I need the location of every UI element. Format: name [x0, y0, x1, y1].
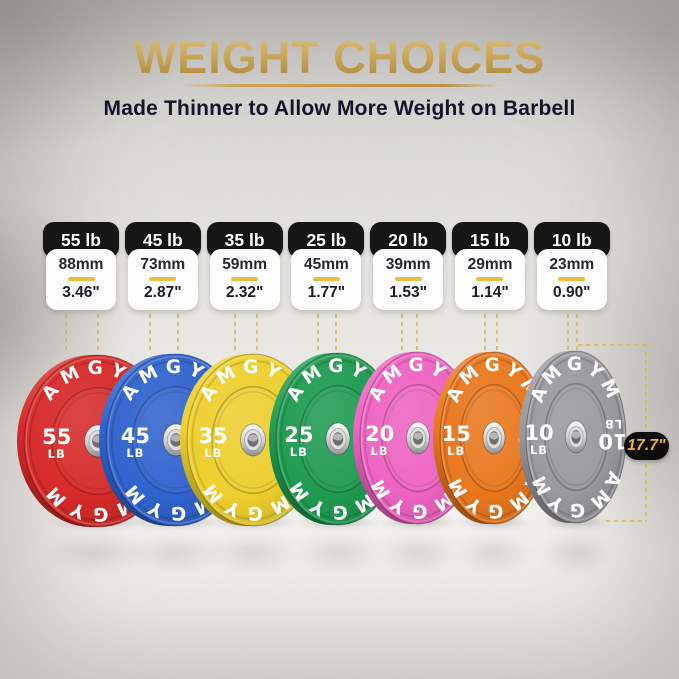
spec-mm-value: 29mm [467, 256, 513, 273]
page-subtitle: Made Thinner to Allow More Weight on Bar… [103, 97, 576, 120]
spec-weight-label: 10 lb [551, 229, 592, 250]
spec-card-body: 73mm 2.87" [127, 249, 198, 310]
spec-card-body: 29mm 1.14" [454, 249, 525, 310]
spec-inch-value: 0.90" [553, 283, 591, 301]
spec-card-55lb: 55 lb 88mm 3.46" [43, 222, 119, 310]
gold-divider [394, 277, 422, 281]
gold-divider [67, 277, 95, 281]
spec-inch-value: 3.46" [62, 283, 100, 301]
plate-reflection [440, 527, 548, 579]
gold-divider [558, 277, 586, 281]
diameter-bottom-dash [606, 520, 646, 522]
svg-text:LB: LB [604, 417, 622, 431]
spec-weight-label: 20 lb [388, 229, 429, 250]
svg-text:LB: LB [530, 443, 548, 457]
spec-card-body: 88mm 3.46" [46, 249, 116, 310]
spec-inch-value: 1.14" [471, 283, 509, 301]
svg-text:LB: LB [126, 446, 144, 460]
diameter-value: 17.7" [627, 437, 666, 454]
spec-card-row: 55 lb 88mm 3.46" 45 lb 73mm 2.87" 35 lb … [43, 222, 610, 310]
plate-reflection [276, 527, 400, 579]
svg-text:LB: LB [48, 447, 66, 461]
svg-text:LB: LB [447, 444, 465, 458]
svg-text:10: 10 [598, 429, 627, 453]
spec-card-body: 23mm 0.90" [536, 249, 607, 310]
spec-weight-label: 15 lb [470, 229, 510, 250]
spec-weight-label: 35 lb [224, 229, 265, 250]
spec-card-body: 39mm 1.53" [373, 249, 444, 310]
spec-card-body: 45mm 1.77" [291, 249, 362, 310]
spec-mm-value: 88mm [58, 256, 104, 273]
svg-text:35: 35 [199, 424, 228, 448]
spec-inch-value: 2.32" [225, 283, 264, 301]
page-title: WEIGHT CHOICES [0, 33, 679, 83]
gold-divider [149, 277, 177, 281]
header: WEIGHT CHOICES Made Thinner to Allow Mor… [0, 33, 679, 121]
svg-text:LB: LB [290, 445, 308, 459]
spec-inch-value: 1.53" [389, 283, 427, 301]
spec-card-45lb: 45 lb 73mm 2.87" [124, 222, 201, 310]
plate-reflection [187, 527, 319, 579]
plate-reflection [360, 527, 476, 579]
gold-divider [231, 277, 259, 281]
spec-card-15lb: 15 lb 29mm 1.14" [451, 222, 528, 310]
diameter-badge: 17.7" [624, 432, 669, 460]
svg-text:10: 10 [524, 421, 553, 445]
spec-card-20lb: 20 lb 39mm 1.53" [370, 222, 447, 310]
spec-inch-value: 2.87" [144, 283, 182, 301]
plate-reflection [106, 527, 246, 579]
spec-card-body: 59mm 2.32" [209, 249, 280, 310]
spec-weight-label: 45 lb [142, 229, 183, 250]
gold-divider [476, 277, 504, 281]
spec-mm-value: 39mm [385, 256, 431, 273]
spec-mm-value: 45mm [303, 256, 349, 273]
spec-mm-value: 73mm [140, 256, 186, 273]
spec-card-25lb: 25 lb 45mm 1.77" [288, 222, 365, 310]
spec-mm-value: 59mm [222, 256, 267, 273]
svg-text:LB: LB [204, 446, 222, 460]
spec-card-35lb: 35 lb 59mm 2.32" [206, 222, 283, 310]
spec-weight-label: 25 lb [306, 229, 347, 250]
plate-reflection [24, 527, 172, 579]
diameter-top-dash [578, 344, 646, 346]
gold-divider [312, 277, 340, 281]
title-underline [178, 83, 501, 87]
spec-mm-value: 23mm [549, 256, 595, 273]
spec-weight-label: 55 lb [61, 229, 101, 250]
spec-card-10lb: 10 lb 23mm 0.90" [533, 222, 610, 310]
plate-reflection [526, 527, 626, 579]
spec-inch-value: 1.77" [307, 283, 346, 301]
